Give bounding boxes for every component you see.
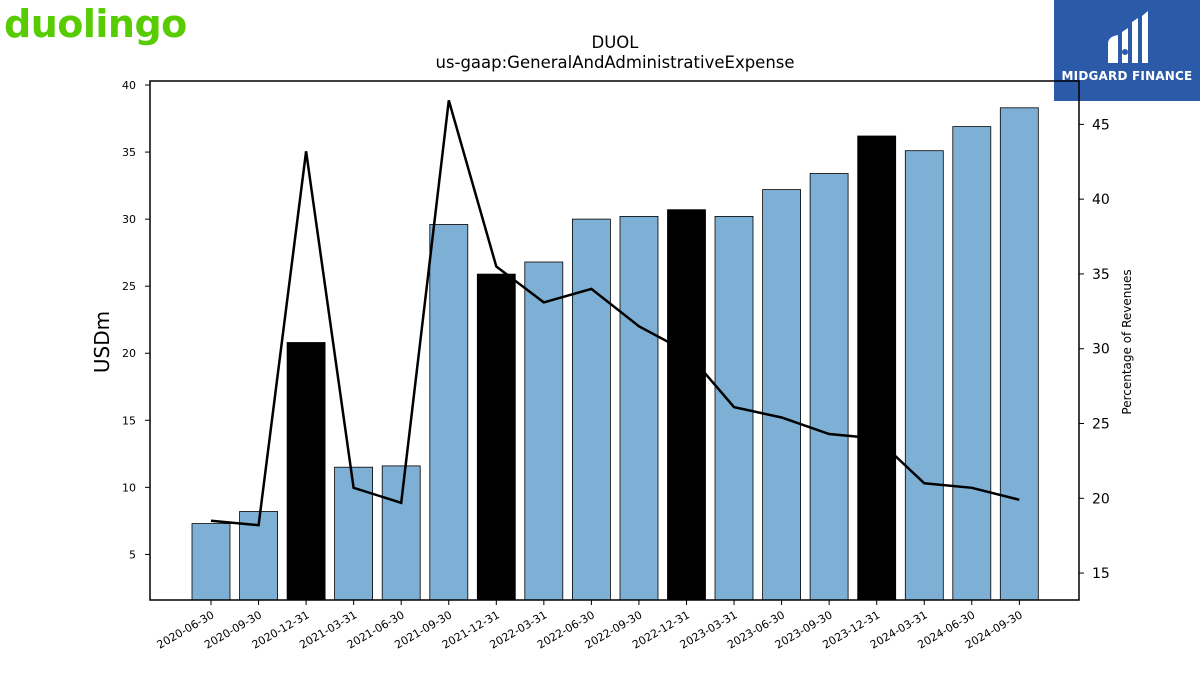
percentage-line <box>210 100 1020 527</box>
y2-tick-label: 15 <box>1092 566 1110 582</box>
bar <box>999 107 1039 601</box>
bar <box>524 261 564 601</box>
line-series <box>210 100 1020 527</box>
y-tick-label: 5 <box>129 548 136 561</box>
bar <box>476 273 516 601</box>
bar <box>381 465 421 601</box>
bar <box>762 189 801 601</box>
bar <box>857 135 897 601</box>
bar <box>904 150 944 601</box>
y-axis-label: USDm <box>90 311 114 373</box>
midgard-finance-mark-icon <box>1108 11 1148 63</box>
y2-tick-label: 30 <box>1092 342 1110 358</box>
duolingo-logo: duolingo <box>4 2 187 46</box>
bar <box>429 224 469 601</box>
plot-frame <box>149 80 1080 601</box>
bar <box>572 218 611 601</box>
axes <box>149 80 1080 601</box>
bar <box>952 126 992 601</box>
midgard-finance-text: MIDGARD FINANCE <box>1061 69 1193 83</box>
y-tick-label: 25 <box>122 280 136 293</box>
chart-title: DUOL <box>592 33 640 52</box>
y2-tick-label: 45 <box>1092 117 1110 133</box>
y-tick-label: 15 <box>122 414 136 427</box>
bar <box>667 209 706 601</box>
bar <box>809 173 849 601</box>
y2-tick-label: 25 <box>1092 417 1110 433</box>
y-tick-label: 20 <box>122 347 136 360</box>
bar-series <box>191 107 1039 601</box>
y2-tick-label: 20 <box>1092 491 1110 507</box>
y2-tick-label: 40 <box>1092 192 1110 208</box>
bar <box>191 523 231 601</box>
y2-tick-label: 35 <box>1092 267 1110 283</box>
y-tick-label: 40 <box>122 79 136 92</box>
bar <box>619 215 659 601</box>
right-axis-ticks: 15 20 25 30 35 40 45 <box>1079 117 1110 582</box>
bar <box>286 342 326 601</box>
y-tick-label: 30 <box>122 213 136 226</box>
y-tick-label: 35 <box>122 146 136 159</box>
x-axis-ticks: 2020-06-302020-09-302020-12-312021-03-31… <box>155 600 1025 652</box>
chart-subtitle: us-gaap:GeneralAndAdministrativeExpense <box>435 53 794 72</box>
left-axis-ticks: 5 10 15 20 25 30 35 40 <box>122 79 150 561</box>
y2-axis-label: Percentage of Revenues <box>1120 269 1134 414</box>
duolingo-logo-text: duolingo <box>4 2 187 46</box>
y-tick-label: 10 <box>122 481 136 494</box>
